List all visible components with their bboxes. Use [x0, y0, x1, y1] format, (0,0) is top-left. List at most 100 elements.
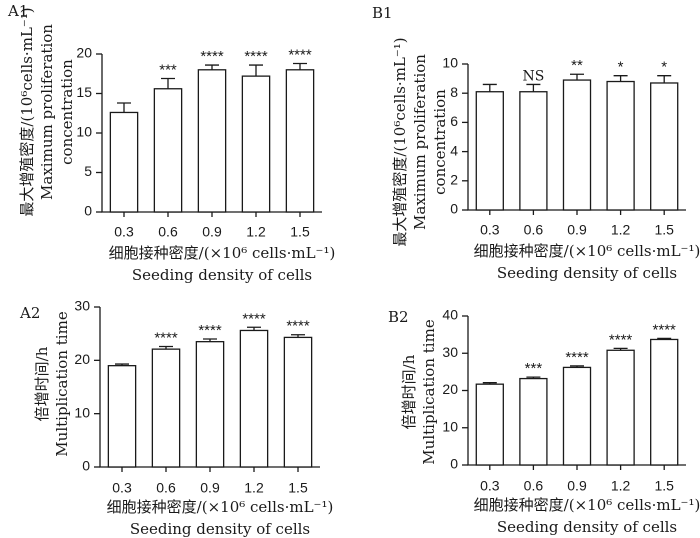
error-bar — [526, 83, 541, 92]
significance-label: **** — [609, 331, 633, 348]
bar — [606, 349, 635, 466]
x-tick-label: 0.9 — [200, 480, 220, 496]
significance-label: *** — [159, 61, 177, 78]
bar — [475, 91, 504, 211]
x-tick-label: 0.9 — [567, 222, 587, 238]
error-bar — [161, 77, 175, 89]
x-axis-title-en: Seeding density of cells — [132, 266, 312, 284]
error-bar — [203, 338, 217, 342]
significance-label: * — [618, 59, 624, 76]
x-axis-title-cn: 细胞接种密度/(×10⁶ cells·mL⁻¹) — [474, 496, 700, 514]
y-axis-title: Multiplication time — [53, 311, 71, 457]
error-bar — [249, 64, 263, 77]
significance-label: *** — [525, 360, 543, 377]
error-bar — [657, 337, 672, 340]
x-axis-title-cn: 细胞接种密度/(×10⁶ cells·mL⁻¹) — [107, 498, 334, 516]
significance-label: **** — [244, 48, 268, 65]
x-tick-label: 1.5 — [288, 480, 308, 496]
y-tick-label: 30 — [74, 298, 90, 314]
y-tick-label: 10 — [442, 55, 458, 71]
error-bar — [613, 75, 628, 82]
y-axis-title: Maximum proliferation — [38, 24, 56, 200]
y-axis-title: concentration — [431, 89, 449, 195]
bar — [475, 383, 504, 466]
x-tick-label: 0.6 — [158, 224, 178, 240]
y-tick-label: 40 — [442, 307, 458, 323]
x-axis-title-cn: 细胞接种密度/(×10⁶ cells·mL⁻¹) — [474, 242, 700, 260]
y-tick-label: 0 — [450, 201, 458, 217]
significance-label: **** — [288, 46, 312, 63]
x-tick-label: 0.9 — [567, 478, 587, 494]
y-tick-label: 5 — [84, 163, 92, 179]
panel-a1: A1 0 5 10 15 20 0.3 *** 0.6 **** 0.9 **** 1.2 **** 1.5… — [7, 2, 335, 284]
significance-label: NS — [522, 68, 544, 84]
x-tick-label: 1.5 — [654, 478, 674, 494]
y-axis-title: 最大增殖密度/(10⁶cells·mL⁻¹) — [391, 37, 409, 246]
bar — [285, 69, 315, 213]
y-tick-label: 10 — [74, 404, 90, 420]
bar — [650, 338, 679, 466]
significance-label: ** — [571, 57, 583, 74]
y-axis-title: 倍增时间/h — [400, 354, 418, 429]
significance-label: **** — [154, 329, 178, 346]
y-tick-label: 0 — [84, 203, 92, 219]
x-axis-title-cn: 细胞接种密度/(×10⁶ cells·mL⁻¹) — [109, 244, 336, 262]
panel-label: B1 — [372, 4, 393, 22]
y-tick-label: 20 — [442, 381, 458, 397]
y-tick-label: 20 — [74, 351, 90, 367]
error-bar — [159, 345, 173, 350]
x-tick-label: 0.6 — [156, 480, 176, 496]
bar — [109, 111, 139, 213]
x-tick-label: 1.2 — [611, 222, 631, 238]
bar — [151, 348, 181, 468]
y-tick-label: 10 — [76, 124, 92, 140]
y-axis-title: 倍增时间/h — [33, 346, 51, 421]
y-tick-label: 15 — [76, 84, 92, 100]
error-bar — [291, 334, 305, 338]
error-bar — [657, 75, 672, 83]
x-tick-label: 0.3 — [480, 478, 500, 494]
error-bar — [205, 64, 219, 70]
panel-b1: B1 0 2 4 6 8 10 0.3 NS 0.6 ** 0.9 * 1.2 * 1.5 细胞接种密度/(×1… — [372, 4, 700, 282]
error-bar — [570, 73, 584, 81]
y-tick-label: 30 — [442, 344, 458, 360]
y-tick-label: 10 — [442, 418, 458, 434]
x-tick-label: 0.3 — [480, 222, 500, 238]
significance-label: **** — [286, 318, 310, 335]
significance-label: **** — [200, 48, 224, 65]
y-axis-title: 最大增殖密度/(10⁶cells·mL⁻¹) — [18, 7, 36, 216]
error-bar — [115, 363, 129, 366]
y-tick-label: 20 — [76, 45, 92, 61]
bar — [107, 365, 137, 468]
y-tick-label: 0 — [450, 456, 458, 472]
significance-label: **** — [565, 349, 589, 366]
bar — [283, 336, 313, 468]
y-tick-label: 0 — [82, 458, 90, 474]
significance-label: * — [661, 59, 667, 76]
panel-b2: B2 0 10 20 30 40 0.3 *** 0.6 **** 0.9 **** 1.2 **** 1.… — [388, 307, 700, 536]
x-axis-title-en: Seeding density of cells — [497, 518, 677, 536]
error-bar — [117, 102, 131, 113]
significance-label: **** — [242, 310, 266, 327]
panel-label: A1 — [7, 2, 28, 20]
x-tick-label: 1.5 — [290, 224, 310, 240]
error-bar — [613, 347, 628, 351]
bar — [197, 69, 227, 213]
bar — [241, 75, 271, 213]
x-axis-title-en: Seeding density of cells — [130, 520, 310, 538]
y-axis-title: Maximum proliferation — [411, 54, 429, 230]
significance-label: **** — [653, 321, 677, 338]
error-bar — [526, 376, 541, 379]
x-tick-label: 0.3 — [112, 480, 132, 496]
bar — [239, 329, 269, 468]
panel-label: B2 — [388, 308, 409, 326]
y-axis-title: Multiplication time — [420, 319, 438, 465]
x-tick-label: 0.9 — [202, 224, 222, 240]
bar — [519, 91, 548, 211]
y-tick-label: 6 — [450, 113, 458, 129]
x-tick-label: 1.5 — [654, 222, 674, 238]
x-tick-label: 1.2 — [246, 224, 266, 240]
x-tick-label: 0.6 — [524, 222, 544, 238]
y-tick-label: 2 — [450, 172, 458, 188]
